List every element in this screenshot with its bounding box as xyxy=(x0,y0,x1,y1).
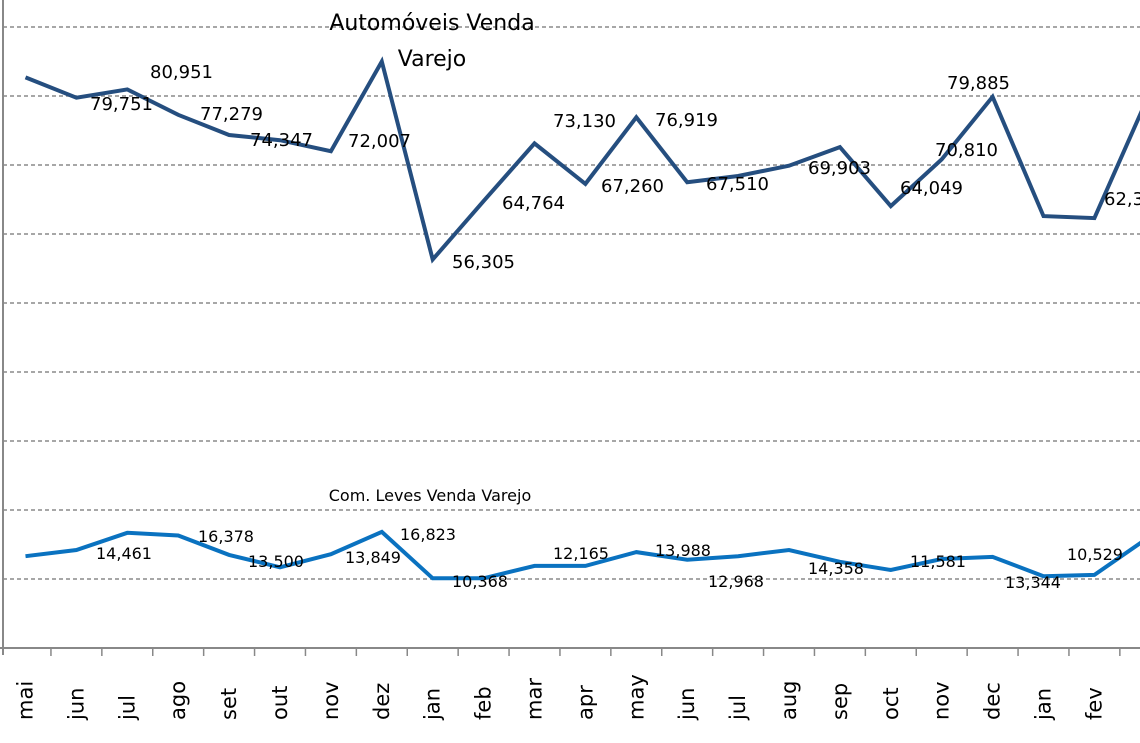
data-labels: 79,751 80,951 77,279 74,347 72,007 56,305 64,7… xyxy=(90,62,1140,592)
x-tick-label: dez xyxy=(370,683,394,720)
x-tick-label: jul xyxy=(115,695,139,721)
x-tick-label: oct xyxy=(879,687,903,720)
data-label: 64,764 xyxy=(502,193,565,214)
data-label: 13,500 xyxy=(248,552,304,571)
data-label: 74,347 xyxy=(250,130,313,151)
series-lines xyxy=(24,56,1140,581)
data-label: 64,049 xyxy=(900,178,963,199)
data-label: 10,368 xyxy=(452,572,508,591)
data-label: 11,581 xyxy=(910,552,966,571)
data-label: 67,510 xyxy=(706,174,769,195)
data-label: 13,344 xyxy=(1005,573,1061,592)
x-tick-label: jan xyxy=(421,688,445,721)
data-label: 79,751 xyxy=(90,94,153,115)
data-label: 69,903 xyxy=(808,158,871,179)
x-tick-label: sep xyxy=(828,683,852,720)
x-tick-label: set xyxy=(217,688,241,720)
x-tick-label: jan xyxy=(1032,688,1056,721)
x-tick-label: jun xyxy=(64,688,88,721)
x-tick-label: apr xyxy=(573,685,597,720)
data-label: 16,378 xyxy=(198,527,254,546)
x-tick-label: may xyxy=(624,674,648,720)
x-tick-label: nov xyxy=(930,681,954,720)
chart-subtitle: Com. Leves Venda Varejo xyxy=(329,486,531,505)
data-label: 77,279 xyxy=(200,104,263,125)
x-tick-label: mai xyxy=(14,681,38,720)
x-ticks xyxy=(50,648,1121,656)
data-label: 62,3 xyxy=(1104,189,1140,210)
x-tick-label: nov xyxy=(319,681,343,720)
data-label: 14,461 xyxy=(96,544,152,563)
data-label: 16,823 xyxy=(400,525,456,544)
x-tick-labels: mai jun jul ago set out nov dez jan feb mar apr may j… xyxy=(14,674,1107,721)
data-label: 12,968 xyxy=(708,572,764,591)
data-label: 80,951 xyxy=(150,62,213,83)
data-label: 76,919 xyxy=(655,110,718,131)
data-label: 79,885 xyxy=(947,73,1010,94)
chart-title-line-2: Varejo xyxy=(398,47,467,72)
x-tick-label: jul xyxy=(726,695,750,721)
x-tick-label: dec xyxy=(981,682,1005,720)
x-tick-label: ago xyxy=(166,681,190,720)
data-label: 14,358 xyxy=(808,559,864,578)
x-tick-label: jun xyxy=(675,688,699,721)
data-label: 56,305 xyxy=(452,252,515,273)
gridlines xyxy=(3,26,1140,580)
x-tick-label: aug xyxy=(777,680,801,720)
chart-title-line-1: Automóveis Venda xyxy=(329,11,534,36)
data-label: 13,988 xyxy=(655,541,711,560)
data-label: 67,260 xyxy=(601,176,664,197)
data-label: 13,849 xyxy=(345,548,401,567)
data-label: 73,130 xyxy=(553,111,616,132)
x-tick-label: feb xyxy=(472,686,496,720)
data-label: 70,810 xyxy=(935,140,998,161)
x-tick-label: fev xyxy=(1082,687,1106,720)
data-label: 72,007 xyxy=(348,131,411,152)
x-tick-label: mar xyxy=(523,678,547,720)
data-label: 12,165 xyxy=(553,544,609,563)
x-tick-label: out xyxy=(268,686,292,720)
data-label: 10,529 xyxy=(1067,545,1123,564)
